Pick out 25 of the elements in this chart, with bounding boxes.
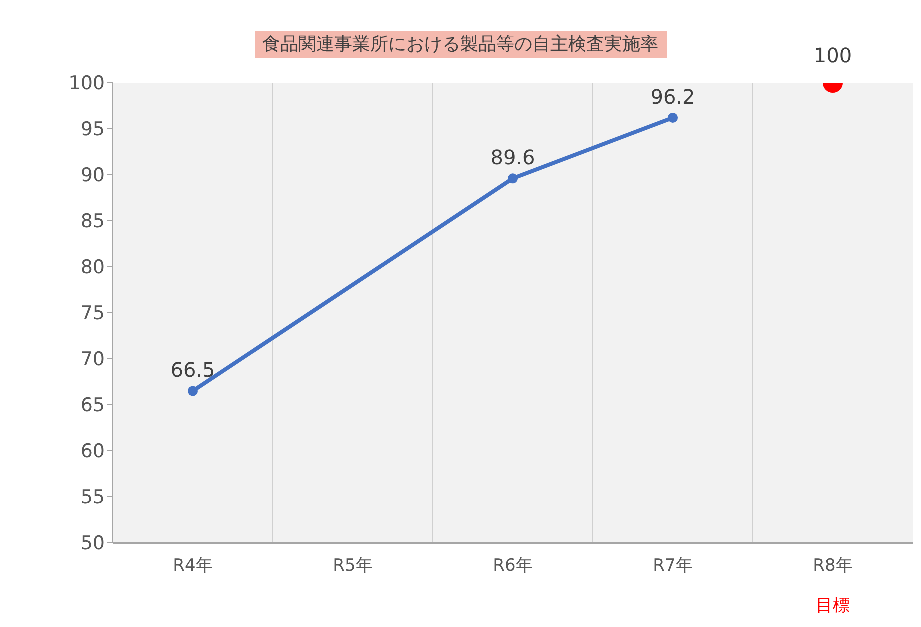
point (668, 112, 678, 123)
point (508, 174, 518, 184)
x-tick-label: R6年 (493, 556, 533, 576)
x-tick-label: R7年 (653, 556, 693, 576)
y-tick-label: 90 (80, 164, 105, 187)
y-tick-label: 55 (80, 486, 105, 509)
x-tick-label: R5年 (333, 556, 373, 576)
y-tick-label: 95 (80, 118, 105, 141)
data-label: 96.2 (650, 84, 696, 109)
x-tick-label: R4年 (173, 556, 213, 576)
y-tick-label: 60 (80, 440, 105, 463)
text: 目標 (816, 596, 850, 616)
y-tick-label: 75 (80, 302, 105, 325)
y-tick-label: 85 (80, 210, 105, 233)
y-tick-label: 100 (68, 72, 105, 95)
y-tick-label: 50 (80, 532, 105, 555)
x-tick-label: R8年 (813, 556, 853, 576)
chart-title: 食品関連事業所における製品等の自主検査実施率 (254, 31, 666, 58)
y-tick-label: 80 (80, 256, 105, 279)
data-label: 66.5 (170, 358, 216, 382)
point (188, 386, 198, 396)
y-tick-label: 65 (80, 394, 105, 417)
data-label: 100 (814, 43, 852, 68)
data-label: 89.6 (490, 146, 536, 170)
y-tick-label: 70 (80, 348, 105, 371)
